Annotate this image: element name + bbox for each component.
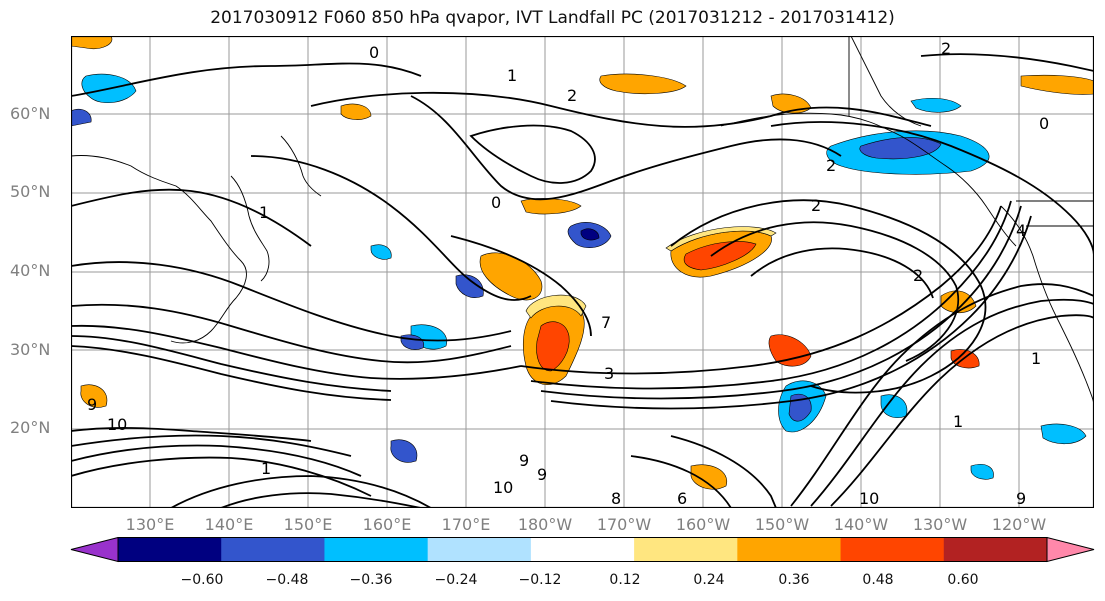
lat-label-30n: 30°N [10, 340, 51, 359]
contour-label: 0 [491, 193, 501, 212]
contour-label: 9 [519, 451, 529, 470]
lon-label-160w: 160°W [675, 515, 731, 534]
contour-label: 2 [826, 156, 836, 175]
contour-lines [71, 53, 1094, 508]
coastlines [71, 36, 1094, 407]
colorbar-segment [118, 537, 222, 562]
lat-label-50n: 50°N [10, 182, 51, 201]
lon-label-140e: 140°E [204, 515, 254, 534]
lon-label-130e: 130°E [125, 515, 175, 534]
contour-label: 10 [859, 489, 879, 508]
contour-label: 10 [493, 478, 513, 497]
lon-label-120w: 120°W [991, 515, 1047, 534]
colorbar-segment [530, 537, 635, 562]
contour-label: 2 [811, 196, 821, 215]
colorbar-segment [427, 537, 532, 562]
colorbar-tick: −0.36 [349, 572, 393, 588]
lon-label-150w: 150°W [754, 515, 810, 534]
contour-label: 9 [1016, 489, 1026, 508]
contour-label: 1 [261, 459, 271, 478]
colorbar-tick: −0.60 [180, 572, 224, 588]
contour-label: 7 [601, 313, 611, 332]
lat-label-20n: 20°N [10, 418, 51, 437]
contour-label: 9 [87, 395, 97, 414]
colorbar-tick: 0.48 [862, 572, 894, 588]
lon-label-130w: 130°W [912, 515, 968, 534]
contour-label: 1 [259, 203, 269, 222]
colorbar-segment [634, 537, 738, 562]
contour-label: 1 [1031, 349, 1041, 368]
colorbar-extend-low [71, 537, 118, 562]
colorbar-tick: −0.24 [434, 572, 478, 588]
anomaly-shading [71, 36, 1094, 490]
contour-label: 10 [107, 415, 127, 434]
contour-label: 4 [1016, 221, 1026, 240]
lat-label-60n: 60°N [10, 104, 51, 123]
colorbar-segment [324, 537, 429, 562]
colorbar [70, 537, 1095, 563]
colorbar-segments [71, 537, 1094, 562]
contour-label: 1 [953, 412, 963, 431]
colorbar-tick: 0.60 [947, 572, 979, 588]
lat-label-40n: 40°N [10, 261, 51, 280]
contour-labels: 0 1 2 0 2 2 1 2 1 7 3 10 9 9 10 9 6 10 9… [87, 39, 1049, 508]
colorbar-tick: 0.12 [609, 572, 641, 588]
contour-label: 8 [611, 489, 621, 508]
colorbar-segment [221, 537, 325, 562]
colorbar-tick: −0.12 [518, 572, 562, 588]
lon-label-140w: 140°W [833, 515, 889, 534]
colorbar-segment [840, 537, 945, 562]
contour-label: 3 [604, 364, 614, 383]
lon-label-170e: 170°E [441, 515, 491, 534]
colorbar-tick: 0.36 [778, 572, 810, 588]
contour-label: 0 [369, 43, 379, 62]
lon-label-150e: 150°E [283, 515, 333, 534]
contour-label: 2 [941, 39, 951, 58]
colorbar-tick: 0.24 [693, 572, 725, 588]
contour-label: 2 [913, 266, 923, 285]
colorbar-tick: −0.48 [265, 572, 309, 588]
contour-label: 1 [507, 66, 517, 85]
lon-label-180w: 180°W [517, 515, 573, 534]
contour-label: 2 [567, 86, 577, 105]
lon-label-160e: 160°E [362, 515, 412, 534]
lon-label-170w: 170°W [596, 515, 652, 534]
contour-label: 6 [677, 489, 687, 508]
map-title: 2017030912 F060 850 hPa qvapor, IVT Land… [210, 8, 895, 28]
map-plot: 0 1 2 0 2 2 1 2 1 7 3 10 9 9 10 9 6 10 9… [71, 36, 1094, 508]
colorbar-segment [737, 537, 842, 562]
colorbar-segment [943, 537, 1048, 562]
colorbar-extend-high [1047, 537, 1094, 562]
contour-label: 9 [537, 465, 547, 484]
contour-label: 0 [1039, 114, 1049, 133]
